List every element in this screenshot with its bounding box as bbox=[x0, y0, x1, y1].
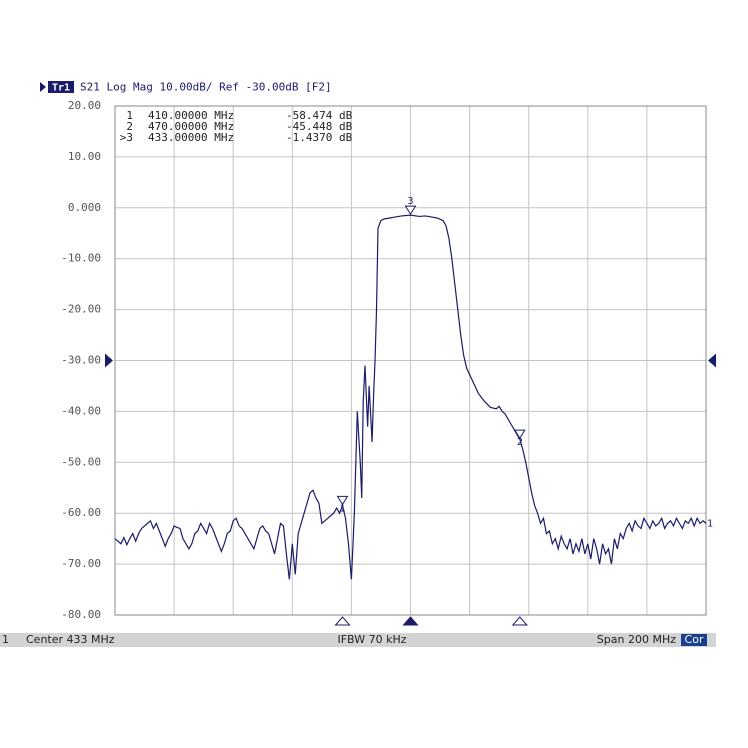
marker-label: 3 bbox=[407, 196, 413, 207]
trace-arrow bbox=[40, 82, 46, 92]
ref-marker-right bbox=[708, 353, 716, 368]
marker-row-value: -58.474 dB bbox=[286, 109, 353, 122]
marker-triangle bbox=[404, 205, 417, 216]
y-tick-label: -10.00 bbox=[61, 252, 101, 265]
marker-bottom-triangle bbox=[511, 616, 528, 626]
cor-label: Cor bbox=[685, 633, 704, 646]
span-label: Span 200 MHz bbox=[597, 633, 676, 646]
marker-triangle bbox=[513, 429, 526, 440]
y-tick-label: -60.00 bbox=[61, 506, 101, 519]
marker-row-freq: 433.00000 MHz bbox=[148, 131, 234, 144]
marker-row-label: >3 bbox=[120, 131, 133, 144]
y-tick-label: 0.000 bbox=[68, 201, 101, 214]
y-tick-label: -50.00 bbox=[61, 455, 101, 468]
marker-label: 1 bbox=[340, 503, 346, 514]
marker-row-value: -1.4370 dB bbox=[286, 131, 353, 144]
trace-header: S21 Log Mag 10.00dB/ Ref -30.00dB [F2] bbox=[80, 81, 332, 94]
y-tick-label: 10.00 bbox=[68, 150, 101, 163]
marker-row-value: -45.448 dB bbox=[286, 120, 353, 133]
ref-marker-left bbox=[105, 353, 113, 368]
y-tick-label: -40.00 bbox=[61, 404, 101, 417]
y-tick-label: 20.00 bbox=[68, 99, 101, 112]
trace bbox=[114, 214, 707, 580]
marker-row-freq: 470.00000 MHz bbox=[148, 120, 234, 133]
trace-end-label: 1 bbox=[707, 518, 713, 529]
marker-triangle bbox=[336, 495, 349, 506]
channel-label: 1 bbox=[2, 633, 9, 646]
marker-row-freq: 410.00000 MHz bbox=[148, 109, 234, 122]
marker-label: 2 bbox=[517, 437, 523, 448]
trace-badge-bg bbox=[48, 81, 74, 93]
y-tick-label: -30.00 bbox=[61, 354, 101, 367]
center-label: Center 433 MHz bbox=[26, 633, 115, 646]
trace-badge: Tr1 bbox=[52, 83, 70, 94]
status-bar bbox=[0, 633, 716, 647]
cor-bg bbox=[681, 634, 707, 646]
y-tick-label: -70.00 bbox=[61, 557, 101, 570]
marker-bottom-triangle bbox=[402, 616, 419, 626]
y-tick-label: -80.00 bbox=[61, 608, 101, 621]
plot-frame bbox=[114, 105, 707, 616]
marker-row-label: 2 bbox=[126, 120, 133, 133]
y-tick-label: -20.00 bbox=[61, 303, 101, 316]
ifbw-label: IFBW 70 kHz bbox=[337, 633, 406, 646]
marker-row-label: 1 bbox=[126, 109, 133, 122]
marker-bottom-triangle bbox=[334, 616, 351, 626]
